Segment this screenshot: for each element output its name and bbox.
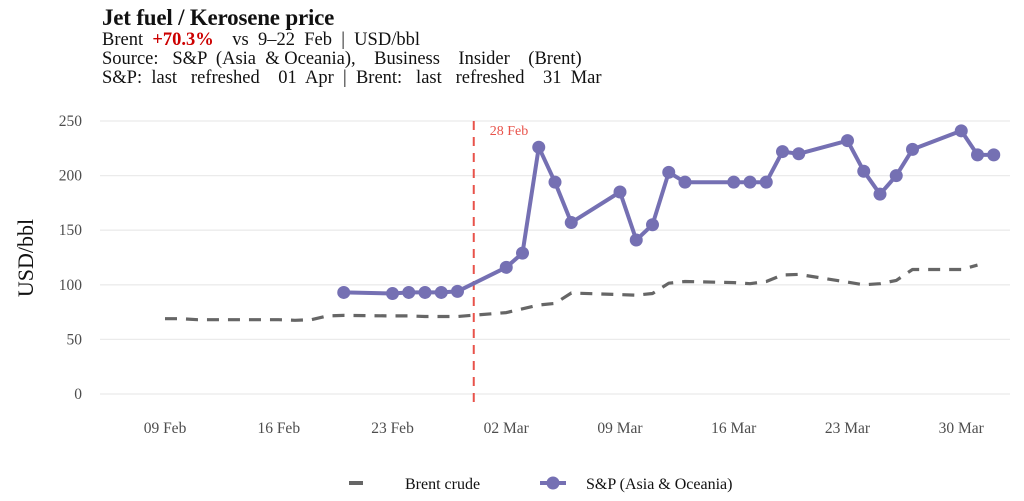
data-point-sp: [613, 185, 627, 199]
data-point-sp: [516, 246, 529, 260]
data-point-sp: [743, 175, 757, 189]
data-point-sp: [857, 164, 871, 178]
data-point-sp: [678, 175, 692, 189]
series-layer: [165, 124, 1001, 322]
y-tick-label: 0: [74, 386, 82, 403]
chart-title: Jet fuel / Kerosene price: [102, 5, 335, 30]
x-tick-label: 16 Mar: [711, 420, 757, 437]
legend-sp-label: S&P (Asia & Oceania): [586, 476, 732, 493]
data-point-sp: [564, 216, 578, 230]
data-point-sp: [499, 260, 513, 274]
legend-sp-swatch-marker: [546, 476, 560, 490]
x-tick-label: 23 Feb: [371, 420, 414, 437]
y-tick-label: 200: [59, 168, 83, 185]
y-tick-label: 50: [67, 331, 83, 348]
subtitle-change: Brent +70.3% vs 9–22 Feb | USD/bbl: [102, 31, 602, 50]
subtitle-source: Source: S&P (Asia & Oceania), Business I…: [102, 49, 582, 69]
data-point-sp: [906, 142, 919, 156]
x-tick-label: 16 Feb: [257, 420, 300, 437]
x-tick-label: 09 Mar: [597, 420, 643, 437]
data-point-sp: [727, 175, 741, 189]
data-point-sp: [776, 145, 789, 159]
series-line-brent-crude: [165, 263, 978, 322]
y-axis-label: USD/bbl: [13, 219, 38, 297]
x-axis-ticks: 09 Feb 16 Feb 23 Feb 02 Mar 09 Mar 16 Mar 23 M…: [144, 420, 985, 437]
subtitle-refresh: S&P: last refreshed 01 Apr | Brent: last…: [102, 68, 602, 88]
subtitle-prefix: Brent: [102, 30, 153, 50]
data-point-sp: [987, 148, 1001, 162]
chart-header: Jet fuel / Kerosene price Brent +70.3% v…: [102, 4, 602, 88]
data-point-sp: [954, 124, 968, 138]
x-tick-label: 02 Mar: [484, 420, 530, 437]
y-tick-label: 150: [59, 222, 83, 239]
data-point-sp: [386, 287, 399, 301]
y-tick-label: 250: [59, 113, 83, 130]
data-point-sp: [792, 147, 806, 161]
annotations: 28 Feb: [472, 121, 529, 408]
data-point-sp: [971, 148, 984, 162]
data-point-sp: [418, 285, 432, 299]
data-point-sp: [402, 285, 416, 299]
data-point-sp: [759, 175, 773, 189]
data-point-sp: [889, 169, 903, 183]
legend: Brent crude S&P (Asia & Oceania): [349, 476, 732, 493]
data-point-sp: [548, 175, 562, 189]
event-label: 28 Feb: [490, 124, 529, 139]
data-point-sp: [337, 285, 351, 299]
data-point-sp: [451, 284, 464, 298]
x-tick-label: 23 Mar: [825, 420, 871, 437]
data-point-sp: [532, 140, 546, 154]
data-point-sp: [841, 134, 854, 148]
percent-change: +70.3%: [152, 30, 214, 50]
y-axis-ticks: 0 50 100 150 200 250: [59, 113, 83, 403]
legend-brent-label: Brent crude: [405, 476, 480, 493]
x-tick-label: 09 Feb: [144, 420, 187, 437]
data-point-sp: [646, 218, 659, 232]
data-point-sp: [873, 187, 887, 201]
data-point-sp: [662, 165, 676, 179]
data-point-sp: [629, 233, 643, 247]
x-tick-label: 30 Mar: [939, 420, 985, 437]
data-point-sp: [434, 285, 448, 299]
series-line-sp: [343, 128, 994, 296]
subtitle-suffix: vs 9–22 Feb | USD/bbl: [213, 30, 420, 50]
gridlines: [100, 120, 1010, 395]
y-tick-label: 100: [59, 277, 83, 294]
